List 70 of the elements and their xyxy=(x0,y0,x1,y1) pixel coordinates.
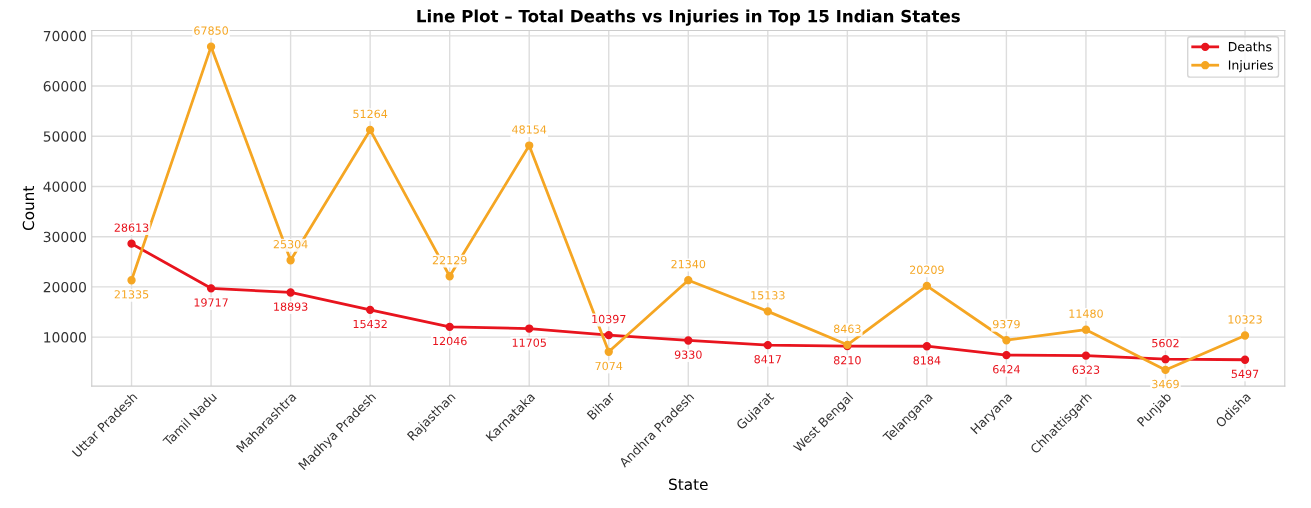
data-label: 15432 xyxy=(353,319,387,329)
point xyxy=(922,281,932,291)
point xyxy=(1161,365,1170,375)
data-label: 10323 xyxy=(1228,315,1262,324)
y-tick-label: 40000 xyxy=(43,181,86,192)
y-tick-label: 10000 xyxy=(44,332,86,343)
data-label: 5602 xyxy=(1152,338,1179,348)
data-label: 21340 xyxy=(671,259,706,269)
data-label: 18893 xyxy=(274,302,308,311)
data-label: 11480 xyxy=(1069,309,1103,318)
point xyxy=(922,342,932,351)
data-label: 11705 xyxy=(512,338,546,347)
point xyxy=(763,340,772,350)
point xyxy=(684,336,693,345)
point xyxy=(1081,351,1091,360)
point xyxy=(525,324,534,333)
point xyxy=(127,239,136,248)
point xyxy=(684,276,693,285)
point xyxy=(445,322,454,332)
data-label: 48154 xyxy=(512,125,547,134)
point xyxy=(1161,355,1170,364)
point xyxy=(206,42,216,51)
data-label: 15133 xyxy=(751,291,785,300)
y-tick-label: 20000 xyxy=(43,281,86,293)
point xyxy=(286,288,295,297)
y-tick-label: 70000 xyxy=(43,30,86,42)
data-label: 22129 xyxy=(432,255,467,265)
data-label: 12046 xyxy=(433,336,467,346)
data-label: 25304 xyxy=(273,240,308,249)
data-label: 3469 xyxy=(1152,379,1179,389)
data-label: 10397 xyxy=(592,314,626,324)
data-label: 8184 xyxy=(913,356,941,365)
legend-label: Deaths xyxy=(1228,41,1272,52)
data-label: 28613 xyxy=(114,223,149,232)
data-label: 51264 xyxy=(353,109,388,119)
point xyxy=(1081,325,1091,334)
point xyxy=(604,330,613,340)
data-label: 20209 xyxy=(910,265,944,274)
point xyxy=(365,305,375,315)
legend-label: Injuries xyxy=(1228,60,1273,73)
point xyxy=(365,125,375,135)
point xyxy=(763,307,772,316)
data-label: 9379 xyxy=(992,319,1020,329)
y-axis-title: Count xyxy=(22,185,35,231)
data-label: 8463 xyxy=(833,324,861,333)
point xyxy=(1002,350,1011,360)
data-label: 8210 xyxy=(833,356,861,365)
data-label: 5497 xyxy=(1231,369,1259,379)
data-label: 6424 xyxy=(993,365,1020,374)
point xyxy=(1240,355,1250,364)
y-tick-label: 50000 xyxy=(43,131,86,142)
data-label: 67850 xyxy=(194,26,229,35)
data-label: 19717 xyxy=(194,298,228,307)
point xyxy=(525,141,534,150)
point xyxy=(445,272,454,281)
point xyxy=(1002,336,1011,345)
data-label: 8417 xyxy=(754,354,781,364)
point xyxy=(206,284,216,293)
x-axis-title: State xyxy=(669,478,708,491)
data-label: 7074 xyxy=(595,361,623,371)
point xyxy=(286,256,295,265)
y-tick-label: 60000 xyxy=(43,81,86,92)
point xyxy=(604,347,613,356)
data-label: 21335 xyxy=(114,290,149,299)
chart-title: Line Plot – Total Deaths vs Injuries in Top 15 Indian States xyxy=(417,9,960,26)
data-label: 9330 xyxy=(674,350,702,359)
data-label: 6323 xyxy=(1072,365,1100,374)
point xyxy=(127,276,136,285)
point xyxy=(1240,331,1250,340)
y-tick-label: 30000 xyxy=(43,231,86,243)
